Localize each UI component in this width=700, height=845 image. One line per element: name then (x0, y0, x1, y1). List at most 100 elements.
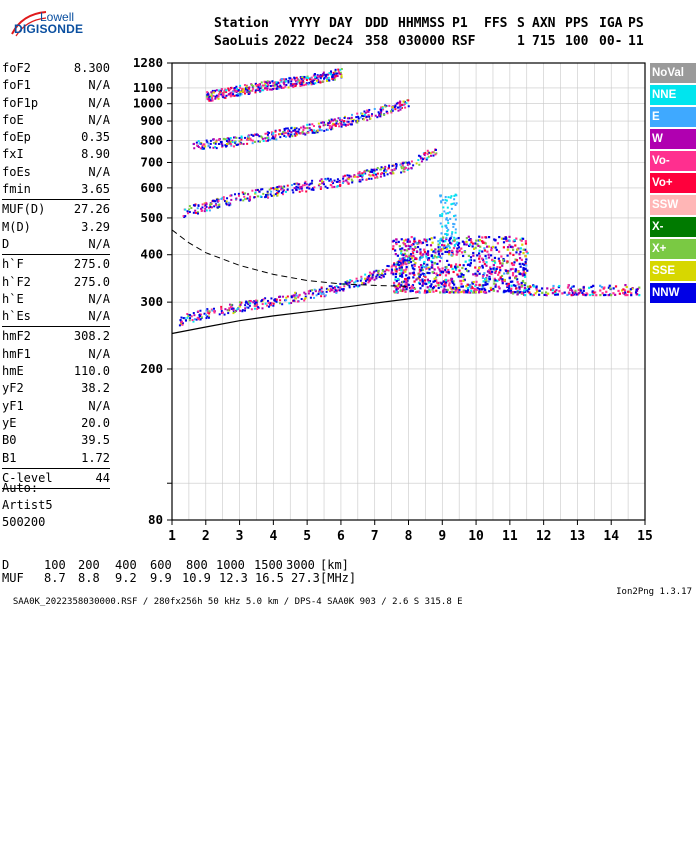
echo-point (232, 307, 235, 310)
echo-point (311, 289, 314, 292)
spread-echo-point (485, 245, 489, 248)
echo-point (224, 89, 227, 92)
muf-table-d-1000: 1000 (216, 558, 245, 572)
spread-echo-point (433, 277, 436, 280)
echo-point (222, 137, 225, 140)
spread-echo-point (468, 291, 471, 294)
spread-echo-point (483, 272, 486, 275)
echo-point (179, 323, 182, 326)
echo-point (364, 282, 367, 285)
echo-point (229, 194, 232, 197)
echo-point (335, 290, 338, 293)
spread-echo-point (521, 280, 525, 283)
param-value: 38.2 (81, 381, 110, 396)
spread-echo-point (477, 266, 481, 269)
echo-point (351, 181, 354, 184)
echo-point (383, 172, 386, 175)
echo-point (302, 80, 305, 83)
echo-point (330, 120, 333, 123)
echo-point (288, 302, 291, 305)
echo-point (236, 308, 239, 311)
spread-echo-point (426, 253, 430, 257)
spread-echo-point (592, 284, 595, 287)
echo-point (267, 301, 270, 304)
echo-point (232, 93, 235, 96)
spread-echo-point (440, 285, 443, 288)
echo-point (247, 134, 250, 137)
echo-point (434, 148, 437, 151)
spread-echo-point (478, 287, 481, 291)
echo-point (356, 285, 359, 288)
echo-point (256, 303, 259, 306)
spread-echo-point (411, 289, 414, 293)
echo-point (191, 319, 194, 322)
spread-echo-point (404, 262, 407, 265)
spread-echo-point (439, 291, 442, 294)
spread-echo-point (414, 262, 417, 265)
echo-point (224, 138, 227, 141)
echo-point (246, 87, 249, 90)
echo-point (366, 110, 369, 113)
param-label: foF1p (2, 95, 39, 110)
muf-table-muf-200: 8.8 (78, 571, 100, 585)
spread-echo-point (487, 280, 490, 283)
echo-point (239, 309, 242, 312)
spread-echo-point (516, 281, 519, 284)
spread-echo-point (507, 285, 510, 288)
spread-echo-point (439, 270, 442, 273)
param-value: N/A (88, 112, 110, 127)
spread-echo-point (427, 257, 431, 260)
spread-echo-point (421, 280, 424, 283)
spread-echo-point (508, 277, 511, 280)
echo-point (182, 317, 185, 320)
echo-point (223, 90, 226, 93)
echo-point (277, 87, 280, 90)
echo-point (442, 206, 445, 209)
spread-echo-point (515, 275, 518, 278)
echo-point (332, 71, 335, 74)
spread-echo-point (546, 287, 549, 290)
echo-point (228, 89, 231, 92)
echo-point (364, 111, 367, 114)
spread-echo-point (635, 289, 639, 292)
echo-point (247, 87, 250, 90)
echo-point (382, 108, 385, 111)
spread-echo-point (401, 247, 404, 250)
spread-echo-point (466, 289, 470, 292)
echo-point (293, 78, 296, 81)
echo-point (403, 167, 406, 170)
spread-echo-point (566, 293, 569, 296)
spread-echo-point (448, 284, 451, 287)
spread-echo-point (405, 281, 408, 284)
spread-echo-point (401, 257, 404, 261)
x-tick-label: 13 (570, 529, 586, 544)
spread-echo-point (472, 273, 475, 276)
echo-point (427, 155, 430, 158)
echo-point (215, 139, 218, 142)
echo-point (312, 187, 315, 190)
echo-point (257, 195, 260, 198)
echo-point (311, 179, 314, 182)
echo-point (302, 132, 305, 135)
echo-point (196, 212, 199, 215)
echo-point (270, 88, 273, 91)
echo-point (381, 269, 384, 272)
spread-echo-point (528, 291, 531, 294)
echo-point (254, 191, 257, 194)
echo-point (232, 90, 235, 93)
echo-point (210, 94, 213, 97)
spread-echo-point (448, 253, 451, 256)
spread-echo-point (469, 259, 473, 262)
echo-point (346, 280, 349, 283)
muf-table-d-600: 600 (150, 558, 172, 572)
echo-point (316, 129, 319, 132)
echo-point (264, 87, 267, 90)
echo-point (229, 95, 232, 98)
spread-echo-point (635, 293, 638, 296)
spread-echo-point (473, 247, 476, 250)
spread-echo-point (567, 291, 571, 294)
spread-echo-point (519, 247, 522, 250)
echo-point (246, 135, 249, 138)
spread-echo-point (481, 241, 485, 244)
echo-point (218, 91, 221, 94)
